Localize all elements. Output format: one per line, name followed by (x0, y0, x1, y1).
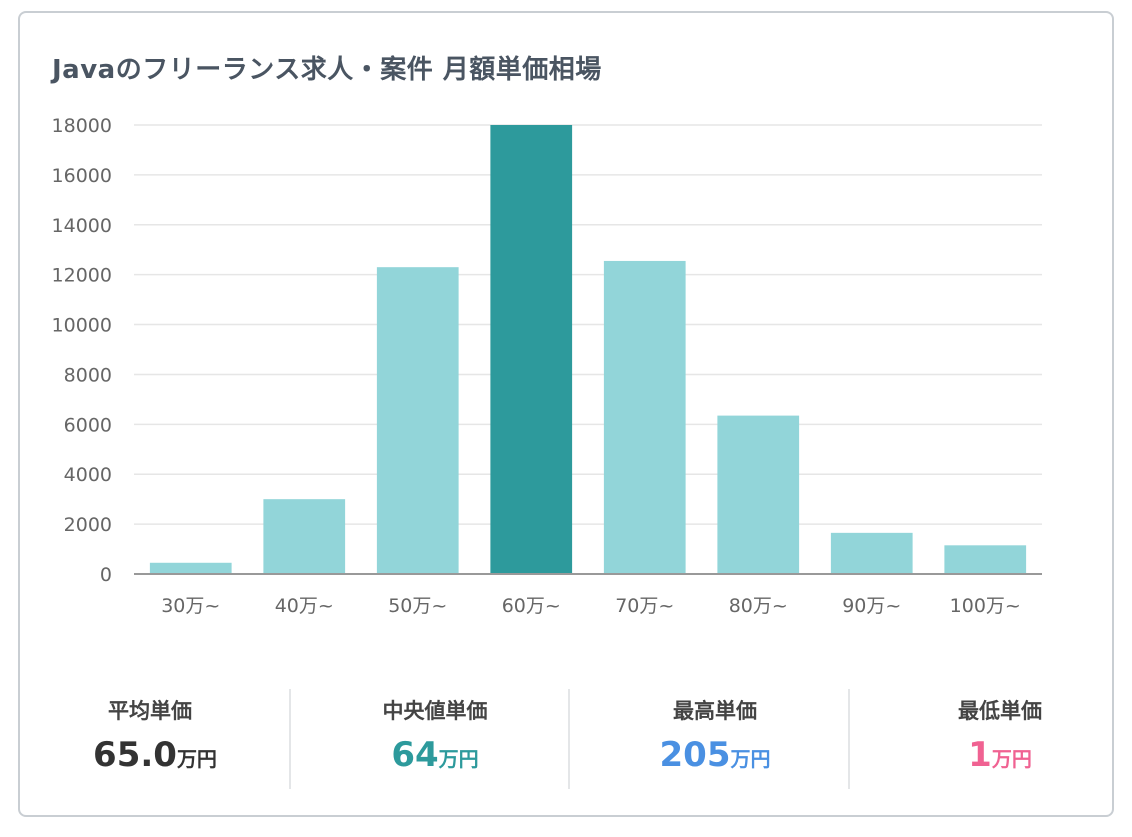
bars (149, 125, 1027, 574)
stat-median: 中央値単価 64万円 (310, 689, 590, 799)
bar-70万~ (603, 260, 686, 574)
stat-number: 1 (968, 735, 992, 775)
y-tick-label: 18000 (52, 115, 112, 137)
stat-average: 平均単価 65.0万円 (30, 689, 310, 799)
x-tick-label: 90万~ (842, 595, 901, 617)
stat-number: 65.0 (93, 735, 177, 775)
x-tick-label: 60万~ (502, 595, 561, 617)
bar-30万~ (149, 562, 232, 574)
bar-chart: 0 2000 4000 6000 8000 10000 12000 14000 16000 180… (52, 115, 1042, 617)
stat-number: 64 (391, 735, 439, 775)
y-tick-label: 14000 (52, 215, 112, 237)
stat-number: 205 (659, 735, 731, 775)
y-tick-label: 0 (100, 564, 112, 586)
chart-card: Javaのフリーランス求人・案件 月額単価相場 0 2000 4000 6000 800… (18, 11, 1114, 817)
x-tick-label: 40万~ (275, 595, 334, 617)
y-tick-label: 16000 (52, 165, 112, 187)
x-tick-label: 70万~ (615, 595, 674, 617)
y-tick-label: 2000 (64, 514, 112, 536)
stat-divider (848, 689, 850, 789)
bar-90万~ (830, 532, 913, 574)
stats-row: 平均単価 65.0万円 中央値単価 64万円 最高単価 205万円 最低単価 1… (20, 689, 1116, 799)
stat-value: 1万円 (850, 735, 1132, 775)
x-tick-label: 30万~ (161, 595, 220, 617)
stat-label: 中央値単価 (382, 699, 488, 723)
stat-label: 平均単価 (108, 699, 192, 723)
y-tick-label: 4000 (64, 464, 112, 486)
stat-unit: 万円 (730, 747, 771, 771)
stat-label: 最低単価 (958, 699, 1042, 723)
stat-label: 最高単価 (673, 699, 757, 723)
bar-50万~ (376, 267, 459, 574)
y-tick-label: 12000 (52, 265, 112, 287)
chart-title: Javaのフリーランス求人・案件 月額単価相場 (52, 55, 602, 85)
bar-60万~ (490, 125, 573, 574)
stat-value: 65.0万円 (0, 735, 310, 775)
x-axis-ticks: 30万~ 40万~ 50万~ 60万~ 70万~ 80万~ 90万~ 100万~ (161, 595, 1021, 617)
stat-unit: 万円 (438, 747, 479, 771)
stat-unit: 万円 (991, 747, 1032, 771)
stat-value: 64万円 (280, 735, 590, 775)
stat-unit: 万円 (176, 747, 217, 771)
stat-value: 205万円 (560, 735, 870, 775)
y-tick-label: 10000 (52, 315, 112, 337)
stat-divider (568, 689, 570, 789)
stat-max: 最高単価 205万円 (590, 689, 870, 799)
x-tick-label: 80万~ (729, 595, 788, 617)
x-tick-label: 50万~ (388, 595, 447, 617)
bar-100万~ (944, 545, 1027, 574)
y-tick-label: 6000 (64, 414, 112, 436)
stat-divider (289, 689, 291, 789)
grid-lines (134, 124, 1042, 575)
y-tick-label: 8000 (64, 364, 112, 386)
y-axis-ticks: 0 2000 4000 6000 8000 10000 12000 14000 16000 180… (52, 115, 112, 586)
x-tick-label: 100万~ (950, 595, 1021, 617)
bar-40万~ (263, 499, 346, 574)
stat-min: 最低単価 1万円 (870, 689, 1132, 799)
bar-80万~ (717, 415, 800, 574)
